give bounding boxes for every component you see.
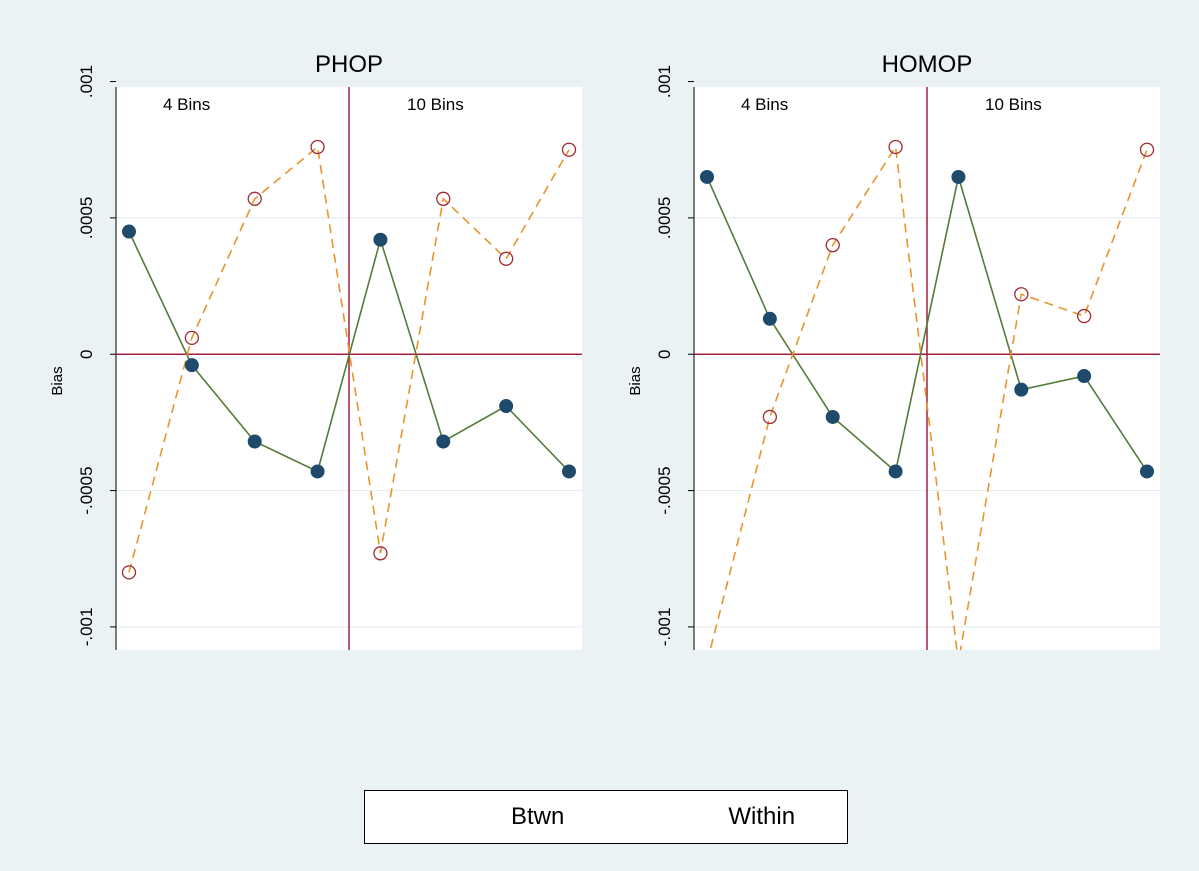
data-point-within — [121, 565, 137, 580]
data-point-btwn — [184, 358, 199, 373]
y-tick-label: -.0005 — [655, 466, 674, 514]
data-point-btwn — [825, 409, 840, 424]
data-point-within — [1139, 142, 1155, 157]
data-point-btwn — [122, 224, 136, 239]
data-point-within — [825, 238, 840, 253]
y-axis-label: Bias — [49, 366, 66, 395]
data-point-btwn — [247, 434, 262, 449]
data-point-btwn — [951, 169, 966, 184]
y-tick-label: -.001 — [77, 608, 96, 647]
series-line-within — [128, 145, 570, 573]
data-point-within — [762, 409, 778, 425]
annotation-10-bins: 10 Bins — [985, 95, 1042, 114]
legend: Btwn Within — [364, 790, 848, 844]
data-point-btwn — [1014, 382, 1029, 397]
data-point-btwn — [310, 464, 325, 479]
data-point-within — [373, 546, 388, 561]
y-axis-label: Bias — [627, 366, 644, 395]
chart-title: PHOP — [315, 51, 383, 78]
data-point-within — [1076, 308, 1092, 324]
y-tick-label: .0005 — [77, 197, 96, 240]
legend-label-within: Within — [728, 803, 796, 830]
chart-figure: -.001-.00050.0005.001-.4-.6-.8-1-.4-.6-.… — [49, 51, 1160, 756]
data-point-btwn — [1077, 369, 1092, 384]
legend-label-btwn: Btwn — [511, 803, 565, 830]
series-line-within — [706, 144, 1148, 663]
data-point-btwn — [499, 399, 514, 414]
data-point-btwn — [1140, 464, 1154, 479]
data-point-within — [184, 330, 200, 346]
chart-panel-0: -.001-.00050.0005.001-.4-.6-.8-1-.4-.6-.… — [49, 51, 582, 756]
annotation-10-bins: 10 Bins — [407, 95, 464, 114]
y-tick-label: 0 — [77, 349, 96, 358]
data-point-btwn — [762, 311, 777, 326]
legend-item-btwn: Btwn — [365, 803, 564, 831]
y-tick-label: 0 — [655, 349, 674, 358]
annotation-4-bins: 4 Bins — [163, 95, 210, 114]
chart-title: HOMOP — [882, 51, 973, 78]
series-line-btwn — [128, 231, 570, 473]
data-point-btwn — [562, 464, 576, 479]
data-point-within — [888, 139, 903, 155]
y-tick-label: .001 — [77, 65, 96, 98]
data-point-btwn — [373, 232, 388, 247]
data-point-btwn — [436, 434, 451, 449]
legend-item-within: Within — [582, 803, 795, 831]
y-tick-label: .001 — [655, 65, 674, 98]
annotation-4-bins: 4 Bins — [741, 95, 788, 114]
chart-panel-1: -.001-.00050.0005.001-.4-.6-.8-1-.4-.6-.… — [627, 51, 1160, 756]
data-point-btwn — [700, 169, 714, 184]
y-tick-label: -.0005 — [77, 466, 96, 514]
series-line-btwn — [706, 176, 1148, 473]
data-point-within — [561, 142, 577, 157]
y-tick-label: -.001 — [655, 608, 674, 647]
y-tick-label: .0005 — [655, 197, 674, 240]
data-point-within — [310, 139, 325, 155]
data-point-btwn — [888, 464, 903, 479]
data-point-within — [1014, 287, 1029, 302]
data-point-within — [436, 191, 451, 206]
data-point-within — [498, 251, 514, 266]
data-point-within — [247, 191, 262, 206]
